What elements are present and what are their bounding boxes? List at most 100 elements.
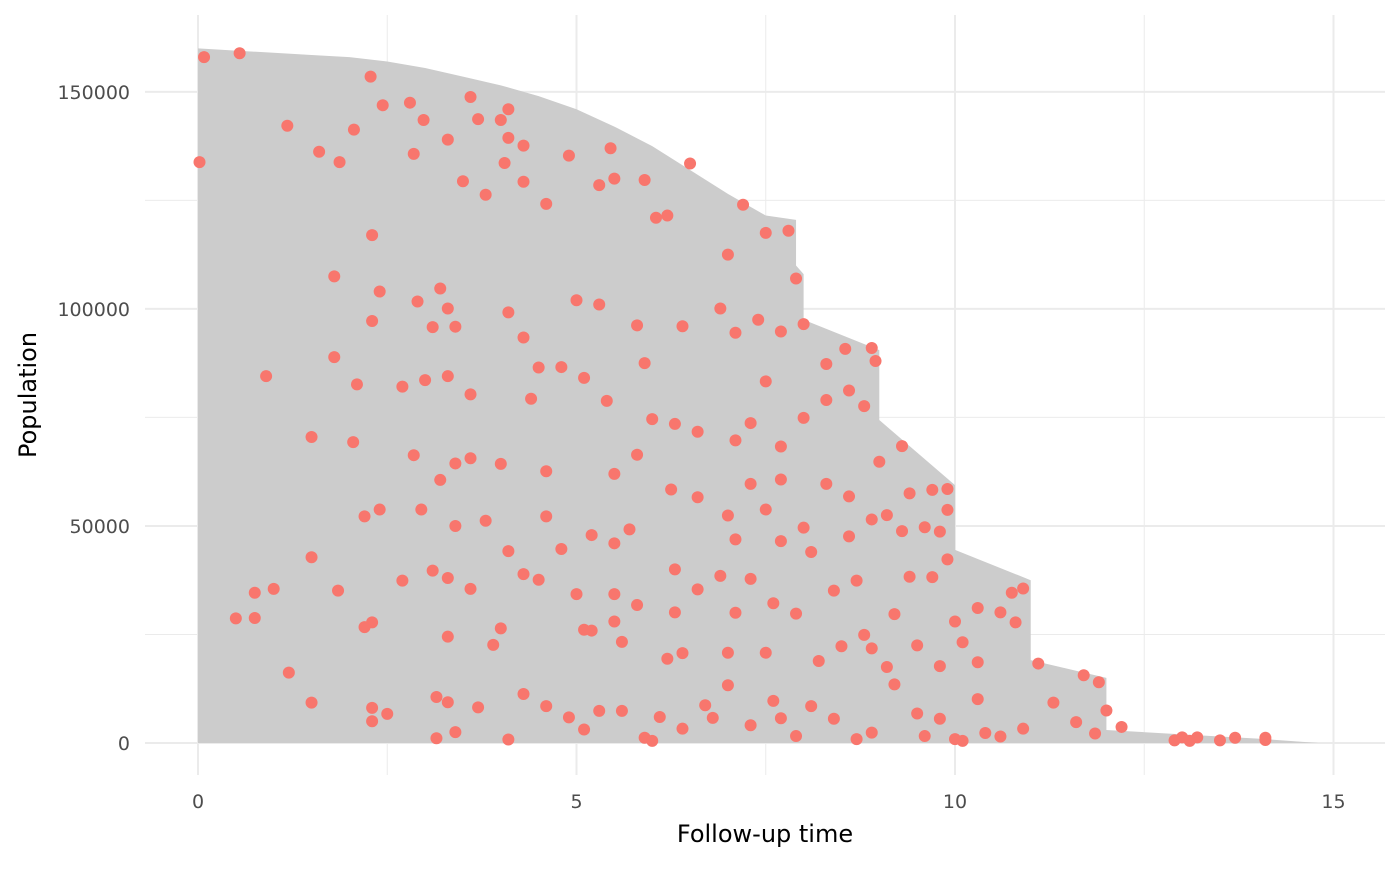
case-point [714, 302, 727, 315]
case-point [396, 380, 409, 393]
case-point [926, 483, 939, 496]
case-point [517, 687, 530, 700]
case-point [896, 440, 909, 453]
case-point [608, 467, 621, 480]
y-tick-label: 150000 [57, 82, 130, 104]
case-point [426, 321, 439, 334]
case-point [858, 628, 871, 641]
case-point [593, 179, 606, 192]
case-point [843, 530, 856, 543]
case-point [1017, 722, 1030, 735]
case-point [540, 197, 553, 210]
y-tick-label: 0 [118, 733, 130, 755]
case-point [1047, 696, 1060, 709]
case-point [933, 660, 946, 673]
case-point [869, 354, 882, 367]
case-point [1070, 716, 1083, 729]
case-point [979, 727, 992, 740]
case-point [487, 638, 500, 651]
case-point [721, 646, 734, 659]
case-point [896, 525, 909, 538]
case-point [926, 571, 939, 584]
case-point [608, 588, 621, 601]
case-point [373, 503, 386, 516]
case-point [419, 374, 432, 387]
case-point [888, 678, 901, 691]
case-point [1229, 731, 1242, 744]
case-point [933, 712, 946, 725]
case-point [653, 710, 666, 723]
case-point [593, 704, 606, 717]
case-point [721, 679, 734, 692]
case-point [994, 606, 1007, 619]
case-point [971, 601, 984, 614]
case-point [941, 483, 954, 496]
case-point [328, 351, 341, 364]
case-point [366, 315, 379, 328]
case-point [248, 611, 261, 624]
x-tick-label: 10 [943, 791, 967, 813]
case-point [449, 519, 462, 532]
case-point [903, 570, 916, 583]
case-point [918, 730, 931, 743]
case-point [994, 730, 1007, 743]
case-point [415, 503, 428, 516]
case-point [638, 357, 651, 370]
case-point [540, 510, 553, 523]
case-point [608, 537, 621, 550]
case-point [949, 615, 962, 628]
case-point [555, 542, 568, 555]
case-point [911, 639, 924, 652]
case-point [434, 282, 447, 295]
case-point [774, 473, 787, 486]
case-point [434, 473, 447, 486]
case-point [198, 51, 211, 64]
case-point [631, 319, 644, 332]
case-point [676, 320, 689, 333]
case-point [366, 616, 379, 629]
case-point [1092, 676, 1105, 689]
case-point [441, 302, 454, 315]
case-point [604, 142, 617, 155]
case-point [313, 145, 326, 158]
case-point [631, 448, 644, 461]
case-point [364, 70, 377, 83]
case-point [229, 612, 242, 625]
case-point [347, 436, 360, 449]
case-point [918, 521, 931, 534]
case-point [744, 417, 757, 430]
case-point [585, 624, 598, 637]
case-point [426, 564, 439, 577]
case-point [502, 131, 515, 144]
case-point [956, 734, 969, 747]
case-point [472, 113, 485, 126]
case-point [1115, 720, 1128, 733]
y-axis-title: Population [14, 332, 42, 458]
case-point [358, 510, 371, 523]
case-point [305, 551, 318, 564]
case-point [449, 320, 462, 333]
case-point [532, 361, 545, 374]
case-point [578, 723, 591, 736]
case-point [441, 572, 454, 585]
case-point [407, 449, 420, 462]
case-point [668, 606, 681, 619]
case-point [729, 606, 742, 619]
case-point [782, 224, 795, 237]
case-point [449, 457, 462, 470]
case-point [1100, 704, 1113, 717]
case-point [464, 388, 477, 401]
case-point [865, 513, 878, 526]
case-point [373, 285, 386, 298]
case-point [562, 711, 575, 724]
case-point [540, 700, 553, 713]
case-point [1089, 727, 1102, 740]
case-point [865, 642, 878, 655]
case-point [774, 535, 787, 548]
y-tick-label: 100000 [57, 299, 130, 321]
case-point [971, 693, 984, 706]
case-point [282, 666, 295, 679]
case-point [281, 119, 294, 132]
case-point [441, 133, 454, 146]
